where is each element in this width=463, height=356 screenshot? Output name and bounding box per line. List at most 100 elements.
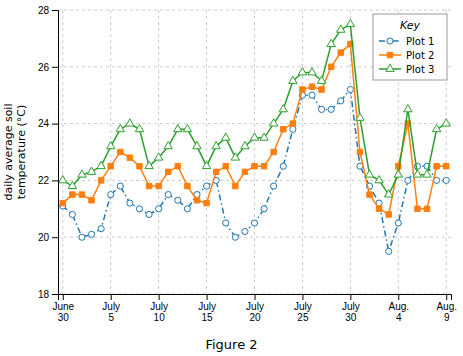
point (223, 220, 229, 226)
point (213, 169, 218, 174)
x-tick-mark (111, 294, 112, 300)
x-tick-mark (255, 294, 256, 300)
x-axis: June30July5July10July15July20July25July3… (52, 294, 457, 323)
x-tick-label: July5 (102, 301, 120, 323)
x-tick-mark (398, 294, 399, 300)
point (156, 183, 161, 188)
legend-marker (387, 52, 392, 57)
point (319, 106, 325, 112)
point (232, 234, 238, 240)
point (212, 142, 220, 149)
y-tick-label: 24 (38, 118, 50, 129)
point (118, 149, 123, 154)
point (271, 183, 277, 189)
x-tick: July5 (102, 294, 120, 323)
point (386, 212, 391, 217)
point (327, 39, 335, 46)
point (385, 190, 393, 197)
series-line (63, 44, 446, 214)
point (193, 142, 201, 149)
point (415, 206, 420, 211)
point (443, 177, 449, 183)
title: Figure 2 (205, 337, 257, 352)
legend-marker (386, 64, 394, 71)
y-tick: 26 (38, 62, 58, 73)
point (290, 126, 296, 132)
point (98, 178, 103, 183)
point (222, 133, 230, 140)
legend: KeyPlot 1Plot 2Plot 3 (373, 14, 447, 80)
point (204, 200, 209, 205)
x-tick-label: July30 (342, 301, 360, 323)
y-tick-mark (52, 67, 58, 68)
x-tick-label: July20 (246, 301, 264, 323)
legend-item: Plot 3 (379, 64, 434, 75)
x-tick-mark (159, 294, 160, 300)
x-tick: July25 (294, 294, 312, 323)
y-tick-mark (52, 10, 58, 11)
point (271, 149, 276, 154)
y-tick-label: 26 (38, 62, 50, 73)
point (338, 50, 343, 55)
legend-item: Plot 2 (379, 50, 434, 61)
x-tick-label: July10 (150, 301, 168, 323)
point (127, 200, 133, 206)
point (165, 192, 171, 198)
x-tick-mark (446, 294, 447, 300)
x-tick-mark (63, 294, 64, 300)
y-tick: 28 (38, 5, 58, 16)
point (308, 68, 316, 75)
point (317, 76, 325, 83)
point (242, 169, 247, 174)
point (108, 192, 114, 198)
axis-line (59, 295, 452, 301)
point (375, 176, 383, 183)
point (194, 198, 199, 203)
point (165, 169, 170, 174)
point (300, 87, 305, 92)
point (241, 142, 249, 149)
point (289, 76, 297, 83)
point (68, 181, 76, 188)
point (164, 142, 172, 149)
point (97, 161, 105, 168)
y-tick-mark (52, 124, 58, 125)
grid-line-x (302, 10, 303, 294)
point (413, 170, 421, 177)
y-tick: 22 (38, 175, 58, 186)
point (443, 163, 448, 168)
point (252, 163, 257, 168)
point (367, 192, 372, 197)
x-tick: June30 (52, 294, 74, 323)
grid-line-x (254, 10, 255, 294)
y-axis: 182022242628 (38, 5, 59, 300)
grid-line-x (206, 10, 207, 294)
point (347, 86, 353, 92)
axis-line (52, 11, 59, 295)
y-axis-title: daily average soiltemperature (°C) (2, 104, 28, 201)
y-tick: 20 (38, 232, 58, 243)
y-tick-mark (52, 180, 58, 181)
point (145, 161, 153, 168)
x-tick-label: Aug.9 (436, 301, 457, 323)
point (202, 161, 210, 168)
legend-title: Key (400, 19, 421, 32)
point (88, 231, 94, 237)
point (79, 192, 84, 197)
point (346, 19, 354, 26)
point (154, 153, 162, 160)
point (242, 228, 248, 234)
point (184, 206, 190, 212)
point (280, 163, 286, 169)
point (376, 206, 381, 211)
x-tick-mark (302, 294, 303, 300)
x-tick: July30 (342, 294, 360, 323)
point (107, 142, 115, 149)
point (70, 192, 75, 197)
point (231, 153, 239, 160)
point (261, 206, 267, 212)
grid-line-x (110, 10, 111, 294)
point (203, 183, 209, 189)
point (356, 113, 364, 120)
x-tick-label: July25 (294, 301, 312, 323)
